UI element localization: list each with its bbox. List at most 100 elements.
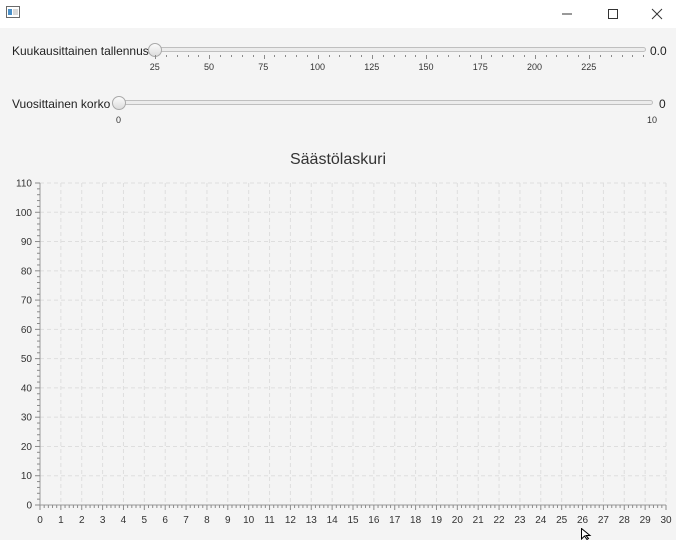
slider-minor-tick — [437, 55, 439, 57]
slider-minor-tick — [502, 55, 504, 57]
x-tick-label: 12 — [285, 515, 297, 526]
slider-minor-tick — [458, 55, 460, 57]
slider-minor-tick — [382, 55, 384, 57]
x-tick-label: 15 — [347, 515, 359, 526]
x-tick-label: 7 — [183, 515, 189, 526]
slider-tick-label: 125 — [364, 62, 380, 72]
slider-minor-tick — [328, 55, 330, 57]
x-tick-label: 10 — [243, 515, 255, 526]
slider-tick-label: 200 — [526, 62, 542, 72]
slider-minor-tick — [241, 55, 243, 57]
slider-minor-tick — [220, 55, 222, 57]
monthly-saving-label: Kuukausittainen tallennus — [12, 44, 149, 58]
yearly-interest-slider-track[interactable] — [113, 100, 653, 105]
slider-minor-tick — [361, 55, 363, 57]
slider-minor-tick — [599, 55, 601, 57]
y-tick-label: 20 — [21, 442, 33, 453]
y-tick-label: 50 — [21, 354, 33, 365]
slider-minor-tick — [393, 55, 395, 57]
slider-minor-tick — [306, 55, 308, 57]
x-tick-label: 13 — [306, 515, 318, 526]
x-tick-label: 5 — [142, 515, 148, 526]
close-icon — [651, 8, 663, 20]
y-tick-label: 0 — [26, 501, 32, 512]
slider-major-tick — [589, 55, 590, 59]
slider-minor-tick — [176, 55, 178, 57]
slider-minor-tick — [198, 55, 200, 57]
x-tick-label: 9 — [225, 515, 231, 526]
x-tick-label: 6 — [162, 515, 168, 526]
slider-major-tick — [155, 55, 156, 59]
slider-tick-label: 150 — [418, 62, 434, 72]
x-tick-label: 28 — [619, 515, 631, 526]
slider-major-tick — [480, 55, 482, 59]
x-tick-label: 16 — [368, 515, 380, 526]
yearly-interest-tick-min: 0 — [116, 115, 122, 125]
slider-minor-tick — [491, 55, 493, 57]
slider-minor-tick — [621, 55, 623, 57]
minimize-icon — [562, 13, 572, 15]
x-tick-label: 1 — [58, 515, 64, 526]
slider-tick-label: 50 — [204, 62, 215, 72]
slider-major-tick — [317, 55, 319, 59]
yearly-interest-value: 0 — [659, 97, 666, 111]
yearly-interest-label: Vuosittainen korko — [12, 97, 111, 111]
savings-chart: 0 1 2 3 4 5 6 7 8 9 10 11 12 13 14 15 16 17 18 19 20 21 22 23 24… — [15, 179, 672, 527]
slider-minor-tick — [447, 55, 449, 57]
x-tick-label: 18 — [410, 515, 422, 526]
close-button[interactable] — [634, 0, 676, 28]
minimize-button[interactable] — [544, 0, 590, 28]
yearly-interest-slider-thumb[interactable] — [112, 96, 126, 110]
mouse-cursor-icon — [581, 528, 592, 540]
x-tick-label: 30 — [660, 515, 672, 526]
x-tick-label: 0 — [37, 515, 43, 526]
slider-minor-tick — [469, 55, 471, 57]
app-icon — [6, 6, 20, 18]
x-tick-label: 21 — [473, 515, 485, 526]
x-tick-label: 3 — [100, 515, 106, 526]
y-tick-label: 110 — [16, 179, 32, 190]
slider-tick-label: 100 — [309, 62, 325, 72]
slider-major-tick — [534, 55, 536, 59]
x-tick-label: 22 — [494, 515, 506, 526]
slider-minor-tick — [567, 55, 569, 57]
slider-minor-tick — [556, 55, 558, 57]
x-tick-label: 14 — [327, 515, 339, 526]
x-tick-label: 29 — [640, 515, 652, 526]
yearly-interest-tick-max: 10 — [647, 115, 658, 125]
slider-minor-tick — [632, 55, 634, 57]
slider-minor-tick — [404, 55, 406, 57]
y-tick-label: 60 — [21, 325, 33, 336]
slider-tick-label: 75 — [258, 62, 269, 72]
chart-title: Säästölaskuri — [289, 151, 387, 168]
slider-major-tick — [209, 55, 211, 59]
slider-minor-tick — [230, 55, 232, 57]
slider-major-tick — [263, 55, 265, 59]
maximize-icon — [608, 9, 618, 19]
slider-minor-tick — [350, 55, 352, 57]
y-tick-label: 10 — [21, 471, 33, 482]
x-tick-label: 17 — [389, 515, 401, 526]
monthly-saving-value: 0.0 — [650, 44, 667, 58]
x-tick-label: 27 — [598, 515, 610, 526]
slider-minor-tick — [187, 55, 189, 57]
slider-tick-label: 25 — [149, 62, 160, 72]
slider-minor-tick — [252, 55, 254, 57]
slider-minor-tick — [610, 55, 612, 57]
x-tick-label: 19 — [431, 515, 443, 526]
y-tick-label: 30 — [21, 413, 33, 424]
maximize-button[interactable] — [590, 0, 636, 28]
monthly-saving-slider-track[interactable] — [150, 47, 646, 52]
slider-minor-tick — [339, 55, 341, 57]
slider-minor-tick — [545, 55, 547, 57]
slider-tick-label: 225 — [581, 62, 597, 72]
y-tick-label: 90 — [21, 237, 33, 248]
slider-minor-tick — [165, 55, 167, 57]
slider-tick-label: 175 — [472, 62, 488, 72]
x-tick-label: 23 — [514, 515, 526, 526]
slider-minor-tick — [296, 55, 298, 57]
x-tick-label: 8 — [204, 515, 210, 526]
slider-major-tick — [426, 55, 428, 59]
y-tick-label: 70 — [21, 296, 33, 307]
slider-minor-tick — [415, 55, 417, 57]
